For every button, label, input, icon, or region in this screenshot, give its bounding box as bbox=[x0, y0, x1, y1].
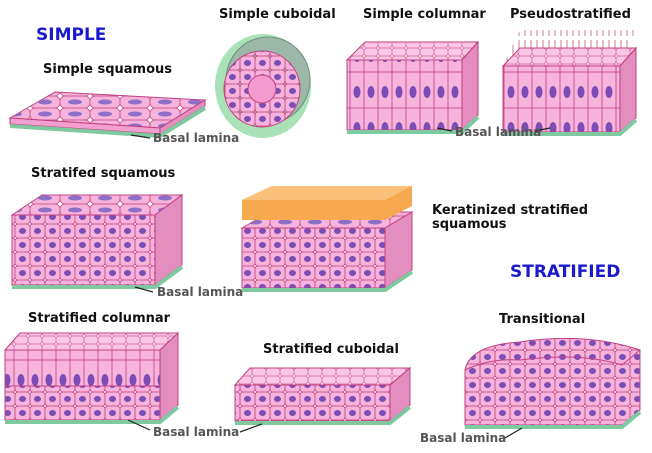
basal-lamina-label: Basal lamina bbox=[157, 285, 243, 299]
tissue-label: Stratified columnar bbox=[28, 311, 171, 326]
heading: STRATIFIED bbox=[510, 262, 620, 282]
pointer bbox=[130, 134, 151, 139]
pointer bbox=[127, 419, 151, 431]
tissue-label: squamous bbox=[432, 217, 507, 232]
basal-lamina-label: Basal lamina bbox=[153, 131, 239, 145]
tissue-label: Transitional bbox=[499, 312, 585, 327]
tissue-label: Stratified cuboidal bbox=[263, 342, 399, 357]
tissue-illustration bbox=[233, 366, 412, 425]
tissue-illustration bbox=[501, 30, 638, 136]
tissue-illustration bbox=[8, 91, 207, 139]
tissue-illustration bbox=[345, 40, 480, 134]
basal-lamina-label: Basal lamina bbox=[420, 431, 506, 445]
basal-lamina-label: Basal lamina bbox=[455, 125, 541, 139]
tissue-illustration bbox=[3, 331, 180, 424]
tissue-label: Simple columnar bbox=[363, 7, 486, 22]
tissue-illustration bbox=[240, 186, 414, 292]
tissue-label: Simple squamous bbox=[43, 62, 172, 77]
tissue-illustration bbox=[464, 337, 642, 429]
tissue-label: Pseudostratified bbox=[510, 7, 631, 22]
pointer bbox=[239, 423, 263, 433]
tissue-illustration bbox=[215, 34, 311, 138]
basal-lamina-label: Basal lamina bbox=[153, 425, 239, 439]
pointer bbox=[134, 286, 154, 293]
tissue-illustration bbox=[10, 194, 184, 289]
tissue-label: Keratinized stratified bbox=[432, 203, 588, 218]
pointer bbox=[504, 427, 523, 439]
tissue-label: Stratifed squamous bbox=[31, 166, 176, 181]
pointer bbox=[436, 127, 453, 132]
pointer bbox=[534, 127, 551, 132]
heading: SIMPLE bbox=[36, 25, 106, 45]
tissue-label: Simple cuboidal bbox=[219, 7, 336, 22]
